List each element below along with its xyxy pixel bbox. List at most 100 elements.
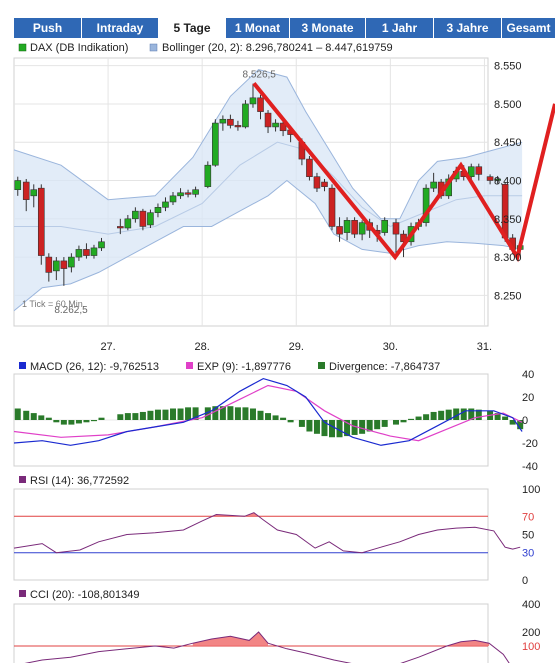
cci-plot-frame — [13, 603, 489, 663]
cci-legend: CCI (20): -108,801349 — [19, 589, 139, 601]
price-y-tick-label: 8.400 — [494, 176, 522, 188]
candle — [321, 181, 328, 187]
divergence-bar — [509, 420, 516, 425]
candle — [257, 97, 264, 112]
candle — [192, 189, 199, 195]
divergence-bar — [68, 420, 75, 425]
divergence-bar — [336, 420, 343, 438]
divergence-bar — [475, 409, 482, 420]
candle — [30, 189, 38, 197]
divergence-bar — [147, 410, 154, 420]
candle — [358, 222, 366, 235]
price-y-tick-label: 8.300 — [494, 252, 522, 264]
candle — [90, 247, 98, 256]
macd-legend: MACD (26, 12): -9,762513 EXP (9): -1,897… — [19, 361, 440, 373]
price-y-tick-label: 8.500 — [494, 99, 522, 111]
divergence-bar — [38, 415, 45, 420]
divergence-bar — [265, 413, 272, 420]
rsi-y-tick-label: 50 — [522, 530, 534, 542]
candle — [53, 260, 60, 272]
dax-legend-swatch — [18, 43, 27, 52]
macd-y-tick-label: 40 — [522, 369, 534, 381]
price-x-tick-label: 30. — [383, 341, 398, 353]
macd-y-tick-label: -20 — [522, 438, 538, 450]
candle — [351, 220, 358, 235]
price-x-axis: 27. 28. 29. 30. 31. — [100, 341, 492, 353]
candle — [177, 192, 184, 197]
candle — [60, 260, 68, 269]
macd-y-tick-label: 0 — [522, 415, 528, 427]
candle — [139, 210, 147, 227]
tab-3-jahre[interactable]: 3 Jahre — [434, 18, 501, 38]
divergence-bar — [98, 417, 105, 420]
candle — [204, 164, 212, 187]
divergence-bar — [366, 420, 373, 432]
candle — [494, 178, 501, 181]
price-x-tick-label: 27. — [100, 341, 115, 353]
divergence-bar — [60, 420, 67, 425]
macd-legend-label: MACD (26, 12): -9,762513 — [30, 361, 159, 373]
divergence-bar — [351, 420, 358, 435]
candle — [249, 97, 257, 105]
rsi-plot-frame — [13, 488, 489, 581]
divergence-bar — [494, 413, 501, 420]
divergence-bar — [154, 409, 161, 420]
candle — [45, 256, 53, 273]
candle — [14, 180, 22, 191]
divergence-bar — [374, 420, 381, 430]
price-y-tick-label: 8.350 — [494, 214, 522, 226]
macd-plot: 40 20 0 -20 -40 — [13, 369, 538, 473]
divergence-bar — [298, 420, 305, 427]
divergence-bar — [23, 410, 30, 420]
divergence-bar — [344, 420, 351, 437]
rsi-y-tick-label: 70 — [522, 511, 534, 523]
divergence-bar — [45, 417, 52, 420]
bollinger-band-area — [14, 69, 523, 311]
divergence-bar — [415, 416, 422, 420]
candle — [212, 122, 219, 166]
candle — [381, 220, 389, 233]
w-pattern-line — [252, 82, 555, 263]
candle — [184, 192, 192, 195]
divergence-bar — [170, 408, 177, 420]
tab-push[interactable]: Push — [14, 18, 81, 38]
candle — [37, 187, 45, 256]
tab-gesamt[interactable]: Gesamt — [502, 18, 555, 38]
cci-overbought-area — [192, 632, 268, 646]
divergence-bar — [124, 413, 131, 420]
candle — [313, 176, 321, 189]
divergence-bar — [502, 416, 509, 420]
candle — [392, 222, 400, 235]
tab-1-jahr[interactable]: 1 Jahr — [366, 18, 433, 38]
cci-line — [24, 631, 510, 663]
price-x-tick-label: 28. — [195, 341, 210, 353]
divergence-bar — [306, 420, 313, 432]
divergence-bar — [430, 411, 437, 420]
divergence-bar — [272, 415, 279, 420]
tab-3-monate[interactable]: 3 Monate — [290, 18, 365, 38]
candle — [306, 158, 313, 177]
candle — [279, 122, 287, 132]
candle — [117, 226, 124, 229]
candle — [147, 212, 154, 226]
tick-interval-note: 1 Tick = 60 Min. — [22, 299, 85, 309]
candle — [75, 249, 83, 258]
tab-intraday[interactable]: Intraday — [82, 18, 158, 38]
exp-legend-swatch — [186, 362, 193, 369]
divergence-bar — [468, 408, 475, 420]
tab-1-monat[interactable]: 1 Monat — [226, 18, 289, 38]
macd-y-tick-label: -40 — [522, 461, 538, 473]
exp-legend-label: EXP (9): -1,897776 — [197, 361, 291, 373]
candle — [486, 176, 494, 181]
cci-legend-label: CCI (20): -108,801349 — [30, 589, 139, 601]
candle — [68, 256, 75, 268]
rsi-y-tick-label: 30 — [522, 548, 534, 560]
tab-5-tage[interactable]: 5 Tage — [159, 18, 225, 38]
price-y-axis: 8.550 8.500 8.450 8.400 8.350 8.300 8.250 — [494, 61, 522, 303]
candle — [124, 218, 132, 229]
divergence-bar — [162, 409, 169, 420]
candle — [328, 187, 336, 227]
candle — [467, 166, 475, 177]
candle — [219, 118, 227, 124]
